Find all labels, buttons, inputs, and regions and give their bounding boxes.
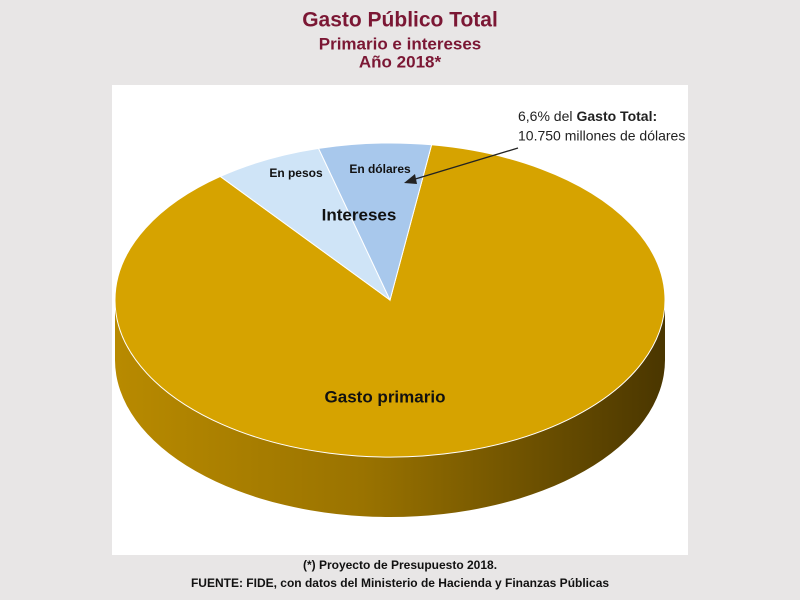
- pie-slice: [317, 142, 433, 302]
- pie-slice: [219, 147, 391, 301]
- annotation: 6,6% del Gasto Total:: [518, 108, 657, 124]
- pie: Gasto primario En pesos En dólares Interese…: [114, 108, 685, 517]
- annotation-text: 6,6% del: [518, 108, 572, 124]
- group-label: Intereses: [322, 205, 397, 224]
- arrow-head: [404, 174, 417, 184]
- slice-label: Gasto primario: [325, 387, 446, 406]
- source: FUENTE: FIDE, con datos del Ministerio d…: [191, 576, 609, 590]
- chart-subtitle: Año 2018*: [359, 52, 442, 71]
- pie-side: [115, 300, 665, 517]
- slice-label: En dólares: [349, 162, 411, 176]
- slice-label: En pesos: [269, 166, 323, 180]
- footnote: (*) Proyecto de Presupuesto 2018.: [303, 558, 497, 572]
- annotation: 10.750 millones de dólares: [518, 128, 685, 144]
- chart-subtitle: Primario e intereses: [319, 34, 482, 53]
- annotation-text: Gasto Total:: [576, 108, 657, 124]
- chart-title: Gasto Público Total: [302, 9, 498, 32]
- annotation-arrow: [411, 147, 519, 181]
